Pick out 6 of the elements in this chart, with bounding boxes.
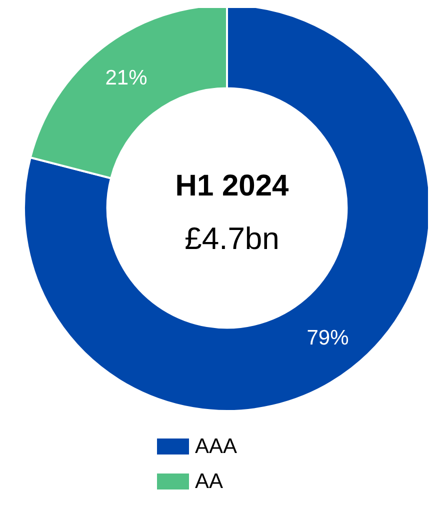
legend-label: AA — [195, 470, 224, 493]
text: £4.7bn — [184, 221, 280, 256]
data-label: 21% — [105, 66, 148, 90]
data-label: 79% — [306, 326, 349, 350]
legend-label: AAA — [195, 435, 238, 458]
text: H1 2024 — [175, 170, 290, 202]
